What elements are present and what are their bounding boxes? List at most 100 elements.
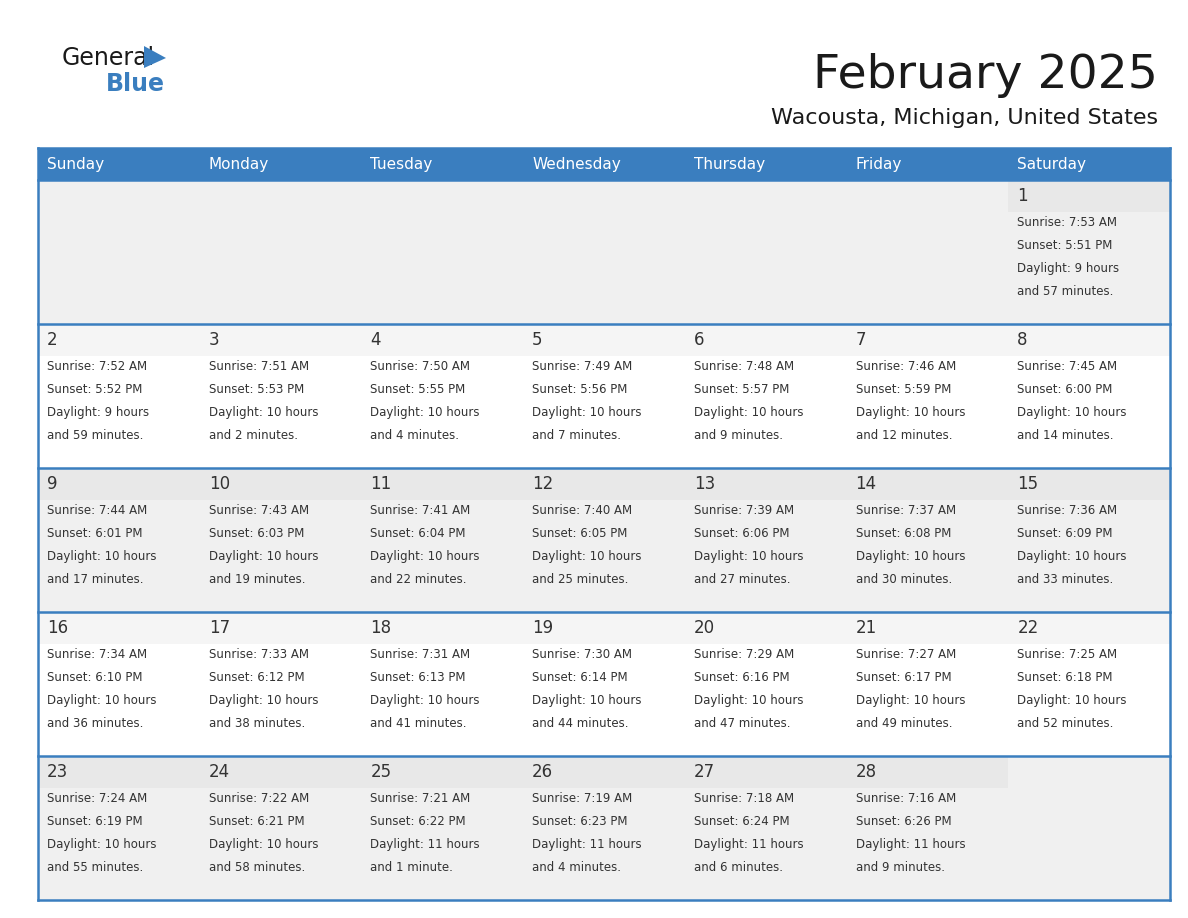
Text: and 41 minutes.: and 41 minutes. [371,717,467,730]
Bar [38,468,1170,612]
Text: Sunset: 6:26 PM: Sunset: 6:26 PM [855,815,952,828]
Text: 14: 14 [855,475,877,493]
Bar [847,612,1009,644]
Text: 6: 6 [694,330,704,349]
Text: Sunset: 6:04 PM: Sunset: 6:04 PM [371,527,466,540]
Text: 25: 25 [371,763,392,781]
Bar [1009,468,1170,499]
Text: Friday: Friday [855,156,902,172]
Text: Sunrise: 7:18 AM: Sunrise: 7:18 AM [694,791,794,805]
Text: 5: 5 [532,330,543,349]
Text: Sunset: 5:59 PM: Sunset: 5:59 PM [855,383,950,396]
Text: Sunrise: 7:21 AM: Sunrise: 7:21 AM [371,791,470,805]
Bar [200,756,361,788]
Text: Sunrise: 7:49 AM: Sunrise: 7:49 AM [532,360,632,373]
Text: Sunrise: 7:45 AM: Sunrise: 7:45 AM [1017,360,1118,373]
Text: and 33 minutes.: and 33 minutes. [1017,573,1113,587]
Text: 1: 1 [1017,187,1028,205]
Text: Sunset: 5:56 PM: Sunset: 5:56 PM [532,383,627,396]
Text: Sunrise: 7:50 AM: Sunrise: 7:50 AM [371,360,470,373]
Text: Sunrise: 7:41 AM: Sunrise: 7:41 AM [371,504,470,517]
Text: and 57 minutes.: and 57 minutes. [1017,285,1113,298]
Bar [38,612,200,644]
Bar [361,324,523,355]
Text: Daylight: 10 hours: Daylight: 10 hours [855,406,965,419]
Bar [38,324,1170,468]
Text: Daylight: 9 hours: Daylight: 9 hours [1017,262,1119,275]
Text: Sunset: 5:51 PM: Sunset: 5:51 PM [1017,239,1113,252]
Bar [847,756,1009,788]
Text: Daylight: 11 hours: Daylight: 11 hours [371,838,480,851]
Text: and 44 minutes.: and 44 minutes. [532,717,628,730]
Text: 18: 18 [371,619,392,637]
Text: and 4 minutes.: and 4 minutes. [371,430,460,442]
Text: Sunrise: 7:16 AM: Sunrise: 7:16 AM [855,791,956,805]
Bar [523,612,684,644]
Text: 13: 13 [694,475,715,493]
Text: Sunset: 5:52 PM: Sunset: 5:52 PM [48,383,143,396]
Text: Daylight: 11 hours: Daylight: 11 hours [532,838,642,851]
Text: and 55 minutes.: and 55 minutes. [48,861,144,874]
Text: Sunrise: 7:51 AM: Sunrise: 7:51 AM [209,360,309,373]
Text: Sunrise: 7:27 AM: Sunrise: 7:27 AM [855,648,956,661]
Text: and 9 minutes.: and 9 minutes. [694,430,783,442]
Text: Daylight: 10 hours: Daylight: 10 hours [371,406,480,419]
Text: Sunset: 6:12 PM: Sunset: 6:12 PM [209,671,304,684]
Bar [38,468,200,499]
Bar [361,468,523,499]
Text: General: General [62,46,156,70]
Bar [38,612,1170,756]
Text: and 38 minutes.: and 38 minutes. [209,717,305,730]
Text: Sunset: 6:18 PM: Sunset: 6:18 PM [1017,671,1113,684]
Text: Sunset: 6:22 PM: Sunset: 6:22 PM [371,815,466,828]
Bar [38,756,1170,900]
Text: 3: 3 [209,330,220,349]
Bar [200,324,361,355]
Bar [684,468,847,499]
Text: Sunrise: 7:46 AM: Sunrise: 7:46 AM [855,360,956,373]
Text: and 4 minutes.: and 4 minutes. [532,861,621,874]
Text: Sunset: 6:00 PM: Sunset: 6:00 PM [1017,383,1113,396]
Text: Sunrise: 7:30 AM: Sunrise: 7:30 AM [532,648,632,661]
Text: February 2025: February 2025 [813,52,1158,97]
Text: Sunrise: 7:39 AM: Sunrise: 7:39 AM [694,504,794,517]
Text: Daylight: 10 hours: Daylight: 10 hours [209,694,318,707]
Text: Sunset: 5:55 PM: Sunset: 5:55 PM [371,383,466,396]
Text: Sunset: 6:16 PM: Sunset: 6:16 PM [694,671,790,684]
Bar [361,612,523,644]
Text: 22: 22 [1017,619,1038,637]
Text: 28: 28 [855,763,877,781]
Text: Daylight: 11 hours: Daylight: 11 hours [694,838,803,851]
Text: and 19 minutes.: and 19 minutes. [209,573,305,587]
Text: Sunset: 6:21 PM: Sunset: 6:21 PM [209,815,304,828]
Text: Sunset: 6:19 PM: Sunset: 6:19 PM [48,815,143,828]
Text: Sunrise: 7:44 AM: Sunrise: 7:44 AM [48,504,147,517]
Text: Saturday: Saturday [1017,156,1086,172]
Text: Monday: Monday [209,156,268,172]
Text: Daylight: 10 hours: Daylight: 10 hours [532,550,642,563]
Text: 26: 26 [532,763,554,781]
Text: Sunrise: 7:37 AM: Sunrise: 7:37 AM [855,504,955,517]
Text: Sunrise: 7:25 AM: Sunrise: 7:25 AM [1017,648,1118,661]
Text: 8: 8 [1017,330,1028,349]
Text: Daylight: 10 hours: Daylight: 10 hours [48,550,157,563]
Text: Daylight: 10 hours: Daylight: 10 hours [532,406,642,419]
Text: Sunset: 6:03 PM: Sunset: 6:03 PM [209,527,304,540]
Text: Sunrise: 7:33 AM: Sunrise: 7:33 AM [209,648,309,661]
Text: Sunset: 5:53 PM: Sunset: 5:53 PM [209,383,304,396]
Text: 27: 27 [694,763,715,781]
Text: and 49 minutes.: and 49 minutes. [855,717,952,730]
Text: Sunrise: 7:53 AM: Sunrise: 7:53 AM [1017,216,1117,229]
Text: Sunrise: 7:40 AM: Sunrise: 7:40 AM [532,504,632,517]
Text: Daylight: 10 hours: Daylight: 10 hours [209,838,318,851]
Text: Daylight: 10 hours: Daylight: 10 hours [855,694,965,707]
Bar [847,468,1009,499]
Text: Thursday: Thursday [694,156,765,172]
Text: 16: 16 [48,619,68,637]
Text: and 59 minutes.: and 59 minutes. [48,430,144,442]
Text: Wacousta, Michigan, United States: Wacousta, Michigan, United States [771,108,1158,128]
Text: 7: 7 [855,330,866,349]
Text: and 17 minutes.: and 17 minutes. [48,573,144,587]
Text: Sunset: 6:24 PM: Sunset: 6:24 PM [694,815,790,828]
Text: and 52 minutes.: and 52 minutes. [1017,717,1113,730]
